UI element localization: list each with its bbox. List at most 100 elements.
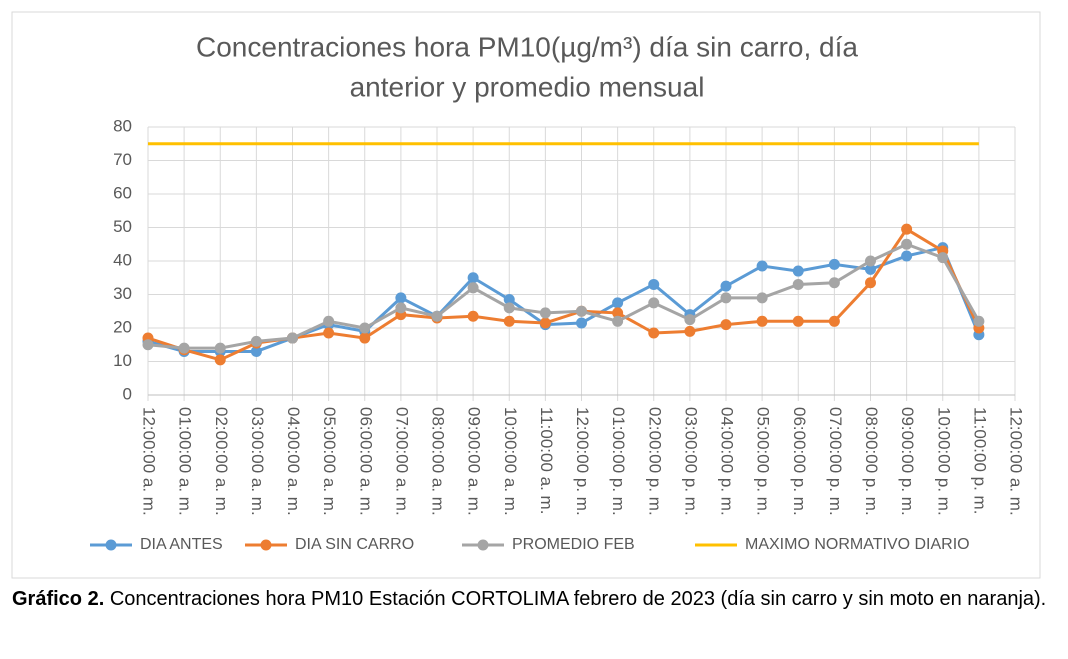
x-tick-label: 11:00:00 a. m. — [537, 407, 556, 514]
point — [756, 260, 768, 272]
y-tick-label: 70 — [113, 150, 132, 169]
point — [359, 332, 371, 344]
x-tick-label: 04:00:00 a. m. — [284, 407, 303, 516]
point — [467, 282, 479, 294]
point — [792, 315, 804, 327]
point — [431, 310, 443, 322]
point — [828, 258, 840, 270]
x-tick-label: 11:00:00 p. m. — [970, 407, 989, 514]
x-tick-label: 08:00:00 a. m. — [429, 407, 448, 516]
caption-text: Concentraciones hora PM10 Estación CORTO… — [109, 588, 1047, 610]
series-line — [147, 242, 981, 350]
point — [395, 302, 407, 314]
x-tick-label: 05:00:00 a. m. — [320, 407, 339, 516]
point — [684, 325, 696, 337]
x-tick-label: 04:00:00 p. m. — [718, 407, 737, 516]
point — [214, 342, 226, 354]
chart-title: anterior y promedio mensual — [350, 71, 705, 102]
legend-marker — [260, 539, 272, 551]
x-tick-label: 01:00:00 a. m. — [176, 407, 195, 516]
y-tick-label: 80 — [113, 116, 132, 135]
point — [612, 307, 624, 319]
caption: Gráfico 2. Concentraciones hora PM10 Est… — [12, 584, 1052, 614]
x-tick-label: 12:00:00 a. m. — [1007, 407, 1026, 516]
point — [828, 277, 840, 289]
point — [323, 315, 335, 327]
y-tick-label: 40 — [113, 250, 132, 269]
x-tick-label: 09:00:00 p. m. — [898, 407, 917, 516]
point — [503, 294, 515, 306]
point — [792, 278, 804, 290]
legend-marker — [477, 539, 489, 551]
point — [865, 263, 876, 275]
point — [467, 310, 479, 322]
point — [901, 250, 913, 262]
point — [323, 327, 335, 339]
point — [250, 345, 262, 357]
x-tick-label: 02:00:00 a. m. — [212, 407, 231, 516]
point — [684, 314, 696, 326]
point — [756, 292, 768, 304]
x-tick-label: 10:00:00 a. m. — [501, 407, 520, 516]
x-tick-label: 07:00:00 p. m. — [826, 407, 845, 516]
y-tick-label: 50 — [113, 217, 132, 236]
point — [467, 272, 479, 284]
x-tick-label: 05:00:00 p. m. — [754, 407, 773, 516]
point — [901, 223, 913, 235]
point — [828, 315, 840, 327]
point — [792, 265, 804, 277]
x-tick-label: 12:00:00 p. m. — [573, 407, 592, 516]
point — [359, 322, 371, 334]
legend-label: DIA ANTES — [140, 536, 223, 553]
point — [539, 317, 551, 329]
legend-label: MAXIMO NORMATIVO DIARIO — [745, 536, 970, 553]
x-tick-label: 01:00:00 p. m. — [609, 407, 628, 516]
x-tick-label: 03:00:00 p. m. — [681, 407, 700, 516]
legend-marker — [105, 539, 117, 551]
point — [214, 354, 226, 366]
x-tick-label: 06:00:00 a. m. — [356, 407, 375, 516]
point — [503, 302, 515, 314]
legend-label: PROMEDIO FEB — [512, 536, 635, 553]
point — [395, 292, 407, 304]
point — [539, 307, 551, 319]
point — [287, 332, 298, 344]
y-tick-label: 10 — [113, 351, 132, 370]
point — [756, 315, 768, 327]
y-tick-label: 0 — [123, 384, 132, 403]
caption-label: Gráfico 2. — [12, 588, 105, 610]
point — [576, 305, 587, 317]
y-tick-label: 60 — [113, 183, 132, 202]
point — [178, 342, 190, 354]
point — [648, 327, 660, 339]
y-tick-label: 20 — [113, 317, 132, 336]
x-tick-label: 03:00:00 a. m. — [248, 407, 267, 516]
point — [720, 280, 732, 292]
point — [720, 319, 732, 331]
x-tick-label: 07:00:00 a. m. — [392, 407, 411, 516]
point — [720, 292, 732, 304]
point — [576, 317, 587, 329]
x-tick-label: 06:00:00 p. m. — [790, 407, 809, 516]
x-tick-label: 02:00:00 p. m. — [645, 407, 664, 516]
point — [901, 238, 913, 250]
point — [937, 252, 949, 264]
point — [865, 277, 876, 289]
x-tick-label: 12:00:00 a. m. — [140, 407, 159, 516]
point — [250, 335, 262, 347]
chart: Concentraciones hora PM10(µg/m³) día sin… — [11, 11, 1041, 579]
chart-title: Concentraciones hora PM10(µg/m³) día sin… — [196, 31, 858, 62]
point — [973, 315, 985, 327]
point — [142, 339, 154, 351]
point — [865, 255, 876, 267]
x-tick-label: 08:00:00 p. m. — [862, 407, 881, 516]
x-tick-label: 09:00:00 a. m. — [465, 407, 484, 516]
point — [612, 297, 624, 309]
point — [648, 278, 660, 290]
y-tick-label: 30 — [113, 284, 132, 303]
point — [648, 297, 660, 309]
point — [503, 315, 515, 327]
legend-label: DIA SIN CARRO — [295, 536, 414, 553]
x-tick-label: 10:00:00 p. m. — [934, 407, 953, 516]
